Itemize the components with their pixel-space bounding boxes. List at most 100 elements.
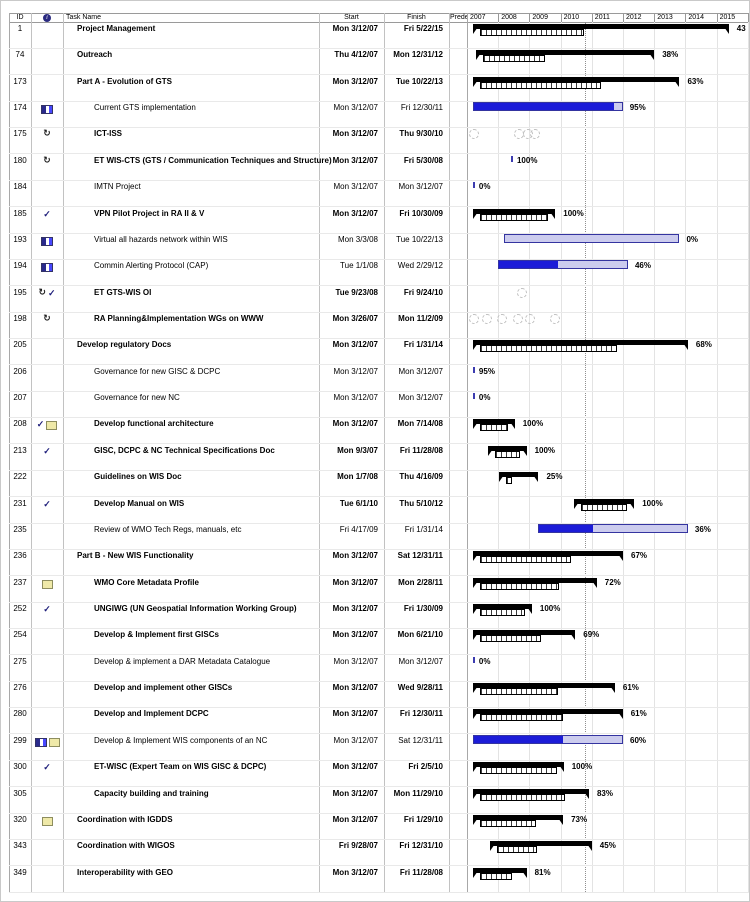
task-row[interactable]: 320 Coordination with IGDDS Mon 3/12/07 Fri… — [9, 813, 749, 840]
finish-date-cell[interactable]: Fri 12/31/10 — [399, 841, 443, 851]
task-name-cell[interactable]: Interoperability with GEO — [77, 867, 174, 877]
start-date-cell[interactable]: Mon 3/12/07 — [332, 630, 378, 640]
task-row[interactable]: 195 ↻ ✓ ET GTS-WIS OI Tue 9/23/08 Fri 9/24/10 — [9, 286, 749, 313]
finish-date-cell[interactable]: Thu 5/10/12 — [399, 498, 443, 508]
start-date-cell[interactable]: Mon 3/12/07 — [332, 129, 378, 139]
start-date-cell[interactable]: Mon 3/12/07 — [333, 182, 378, 192]
summary-bar[interactable] — [472, 762, 564, 776]
start-date-cell[interactable]: Mon 3/12/07 — [332, 419, 378, 429]
task-row[interactable]: 207 Governance for new NC Mon 3/12/07 Mon 3… — [9, 391, 749, 419]
task-name-cell[interactable]: ICT-ISS — [94, 129, 123, 139]
start-date-cell[interactable]: Mon 3/12/07 — [332, 814, 378, 824]
task-row[interactable]: 194 Commin Alerting Protocol (CAP) Tue 1/1… — [9, 259, 749, 287]
summary-bar[interactable] — [472, 788, 589, 803]
start-date-cell[interactable]: Mon 3/12/07 — [333, 393, 378, 403]
task-row[interactable]: 349 Interoperability with GEO Mon 3/12/07 F… — [9, 866, 749, 893]
finish-date-cell[interactable]: Mon 3/12/07 — [398, 393, 443, 403]
task-id-cell[interactable]: 236 — [13, 551, 27, 561]
task-row[interactable]: 175 ↻ ICT-ISS Mon 3/12/07 Thu 9/30/10 — [9, 127, 749, 155]
start-date-cell[interactable]: Tue 9/23/08 — [335, 287, 378, 297]
task-row[interactable]: 74 Outreach Thu 4/12/07 Mon 12/31/12 38% — [9, 48, 749, 76]
summary-bar[interactable] — [487, 445, 527, 460]
task-name-cell[interactable]: Current GTS implementation — [94, 103, 196, 113]
start-date-cell[interactable]: Mon 3/12/07 — [333, 103, 378, 113]
task-bar[interactable] — [472, 102, 623, 112]
finish-date-cell[interactable]: Tue 10/22/13 — [396, 76, 443, 86]
task-row[interactable]: 236 Part B - New WIS Functionality Mon 3/1… — [9, 549, 749, 577]
task-name-cell[interactable]: WMO Core Metadata Profile — [94, 577, 199, 587]
task-name-cell[interactable]: Develop & Implement WIS components of an… — [94, 735, 268, 745]
task-name-cell[interactable]: Guidelines on WIS Doc — [94, 472, 182, 482]
start-date-cell[interactable]: Mon 3/12/07 — [332, 577, 378, 587]
task-id-cell[interactable]: 275 — [13, 656, 27, 666]
start-date-cell[interactable]: Mon 3/12/07 — [332, 155, 378, 165]
finish-date-cell[interactable]: Wed 2/29/12 — [397, 261, 443, 271]
task-row[interactable]: 1 Project Management Mon 3/12/07 Fri 5/22/1… — [9, 22, 749, 49]
start-date-cell[interactable]: Mon 3/12/07 — [332, 788, 378, 798]
start-date-cell[interactable]: Mon 9/3/07 — [337, 445, 378, 455]
task-row[interactable]: 193 Virtual all hazards network within WI… — [9, 233, 749, 260]
finish-date-cell[interactable]: Fri 5/22/15 — [403, 24, 443, 33]
task-id-cell[interactable]: 254 — [13, 630, 27, 640]
task-name-cell[interactable]: Develop regulatory Docs — [77, 340, 172, 350]
task-name-cell[interactable]: UNGIWG (UN Geospatial Information Workin… — [94, 604, 297, 613]
summary-bar[interactable] — [498, 472, 539, 486]
finish-date-cell[interactable]: Fri 1/31/14 — [403, 340, 443, 350]
finish-date-cell[interactable]: Mon 3/12/07 — [398, 366, 443, 376]
task-row[interactable]: 235 Review of WMO Tech Regs, manuals, etc… — [9, 523, 749, 550]
task-name-cell[interactable]: Develop & Implement first GISCs — [94, 630, 219, 640]
recurring-occurrence-marker[interactable] — [549, 314, 560, 324]
start-date-cell[interactable]: Mon 3/12/07 — [332, 24, 378, 33]
task-id-cell[interactable]: 194 — [13, 261, 27, 271]
task-id-cell[interactable]: 280 — [13, 709, 27, 719]
summary-bar[interactable] — [472, 340, 688, 354]
task-row[interactable]: 254 Develop & Implement first GISCs Mon 3/… — [9, 628, 749, 656]
task-name-cell[interactable]: Outreach — [77, 50, 113, 60]
task-row[interactable]: 305 Capacity building and training Mon 3/1… — [9, 787, 749, 814]
task-row[interactable]: 205 Develop regulatory Docs Mon 3/12/07 Fri… — [9, 338, 749, 366]
recurring-occurrence-marker[interactable] — [468, 314, 479, 324]
task-id-cell[interactable]: 299 — [13, 735, 27, 745]
task-id-cell[interactable]: 173 — [13, 76, 27, 86]
task-id-cell[interactable]: 213 — [13, 445, 27, 455]
summary-bar[interactable] — [472, 604, 532, 618]
finish-date-cell[interactable]: Fri 1/29/10 — [403, 814, 443, 824]
task-id-cell[interactable]: 207 — [13, 393, 27, 403]
task-name-cell[interactable]: Part B - New WIS Functionality — [77, 551, 194, 561]
task-id-cell[interactable]: 1 — [17, 24, 23, 33]
milestone-marker[interactable] — [472, 393, 475, 400]
finish-date-cell[interactable]: Wed 9/28/11 — [397, 683, 443, 693]
task-row[interactable]: 208 ✓ Develop functional architecture Mon 3… — [9, 417, 749, 445]
task-id-cell[interactable]: 175 — [13, 129, 27, 139]
start-date-cell[interactable]: Mon 3/12/07 — [332, 551, 378, 561]
task-id-cell[interactable]: 235 — [13, 524, 27, 534]
task-name-cell[interactable]: Develop Manual on WIS — [94, 498, 185, 508]
task-name-cell[interactable]: GISC, DCPC & NC Technical Specifications… — [94, 445, 275, 455]
start-date-cell[interactable]: Mon 3/12/07 — [332, 208, 378, 218]
task-name-cell[interactable]: Develop functional architecture — [94, 419, 214, 429]
summary-bar[interactable] — [472, 551, 623, 565]
finish-date-cell[interactable]: Fri 9/24/10 — [403, 287, 443, 297]
finish-date-cell[interactable]: Mon 6/21/10 — [397, 630, 443, 640]
recurring-occurrence-marker[interactable] — [481, 314, 492, 324]
finish-date-cell[interactable]: Mon 7/14/08 — [397, 419, 443, 429]
task-name-cell[interactable]: Coordination with IGDDS — [77, 814, 173, 824]
task-id-cell[interactable]: 205 — [13, 340, 27, 350]
finish-date-cell[interactable]: Fri 12/30/11 — [399, 709, 443, 719]
task-id-cell[interactable]: 74 — [15, 50, 25, 60]
task-bar[interactable] — [472, 734, 623, 744]
task-row[interactable]: 184 IMTN Project Mon 3/12/07 Mon 3/12/07 0% — [9, 180, 749, 208]
milestone-marker[interactable] — [472, 656, 475, 663]
finish-date-cell[interactable]: Sat 12/31/11 — [397, 551, 443, 561]
task-row[interactable]: 299 Develop & Implement WIS components of… — [9, 734, 749, 761]
start-date-cell[interactable]: Mon 3/12/07 — [332, 340, 378, 350]
task-row[interactable]: 252 ✓ UNGIWG (UN Geospatial Information Wo… — [9, 602, 749, 629]
task-id-cell[interactable]: 300 — [13, 762, 27, 772]
summary-bar[interactable] — [472, 683, 615, 697]
task-id-cell[interactable]: 184 — [13, 182, 27, 192]
column-header-id[interactable]: ID — [16, 14, 24, 21]
task-bar[interactable] — [503, 233, 680, 243]
start-date-cell[interactable]: Tue 1/1/08 — [340, 261, 378, 271]
summary-bar[interactable] — [472, 24, 729, 38]
task-id-cell[interactable]: 305 — [13, 788, 27, 798]
